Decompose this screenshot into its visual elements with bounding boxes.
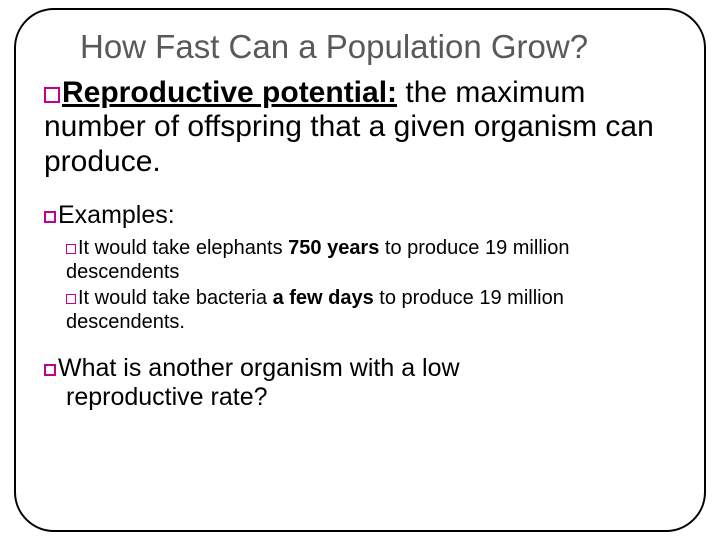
bullet-box-icon [66, 244, 76, 254]
slide-frame: How Fast Can a Population Grow? Reproduc… [14, 8, 706, 532]
example-emphasis: a few days [273, 287, 374, 309]
example-emphasis: 750 years [288, 237, 379, 259]
example-pre: It would take bacteria [78, 287, 273, 309]
definition-term: Reproductive potential: [62, 76, 397, 109]
bullet-box-icon [44, 87, 60, 103]
definition-paragraph: Reproductive potential: the maximum numb… [44, 76, 676, 180]
example-item: It would take elephants 750 years to pro… [66, 236, 676, 284]
bullet-box-icon [44, 211, 56, 223]
slide-title: How Fast Can a Population Grow? [80, 28, 676, 66]
followup-line1: What is another organism with a low [58, 354, 460, 382]
example-item: It would take bacteria a few days to pro… [66, 286, 676, 334]
bullet-box-icon [66, 294, 76, 304]
examples-heading: Examples: [44, 201, 676, 230]
followup-line2: reproductive rate? [66, 383, 676, 412]
example-pre: It would take elephants [78, 237, 288, 259]
examples-heading-text: Examples: [58, 201, 175, 229]
followup-question: What is another organism with a low repr… [44, 354, 676, 412]
bullet-box-icon [44, 364, 56, 376]
